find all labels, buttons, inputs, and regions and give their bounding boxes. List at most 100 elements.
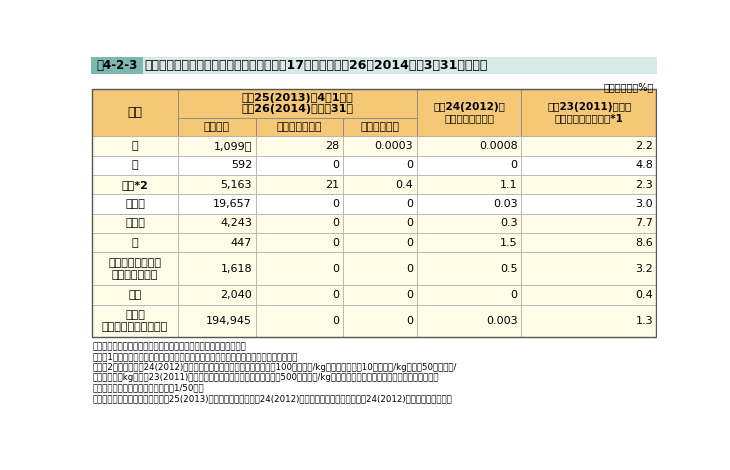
Bar <box>91 57 143 74</box>
Bar <box>143 57 657 74</box>
Bar <box>521 252 657 285</box>
Bar <box>92 89 178 136</box>
Bar <box>343 136 417 156</box>
Text: 2.2: 2.2 <box>635 141 653 151</box>
Text: 基準値超過点数: 基準値超過点数 <box>277 122 323 132</box>
Text: 2,040: 2,040 <box>220 290 252 300</box>
Text: 1.1: 1.1 <box>500 180 518 190</box>
Bar <box>256 136 343 156</box>
Bar <box>521 305 657 337</box>
Text: 28: 28 <box>326 141 339 151</box>
Bar <box>92 214 178 233</box>
Text: 0: 0 <box>333 160 339 171</box>
Text: 1.3: 1.3 <box>636 316 653 326</box>
Text: 豆類*2: 豆類*2 <box>121 180 148 190</box>
Bar <box>521 156 657 175</box>
Bar <box>92 136 178 156</box>
Bar <box>417 136 521 156</box>
Text: 1.5: 1.5 <box>500 238 518 248</box>
Text: 0.4: 0.4 <box>635 290 653 300</box>
Text: ＊２　豆類のうち、平成25(2013)年度に検査された平成24(2012)年産の大豆については、平成24(2012)年度の結果に計上。: ＊２ 豆類のうち、平成25(2013)年度に検査された平成24(2012)年産の… <box>93 394 453 403</box>
Text: 茶: 茶 <box>131 238 138 248</box>
Bar <box>521 89 657 136</box>
Bar <box>178 252 256 285</box>
Text: 0: 0 <box>406 290 413 300</box>
Text: 品目: 品目 <box>128 106 142 119</box>
Text: 0.3: 0.3 <box>500 219 518 228</box>
Text: 5,163: 5,163 <box>220 180 252 190</box>
Bar <box>343 285 417 305</box>
Text: （単位：点、%）: （単位：点、%） <box>604 82 654 92</box>
Text: 果実類: 果実類 <box>125 219 145 228</box>
Text: 肉・卵
（野生鳥獣肉を除く）: 肉・卵 （野生鳥獣肉を除く） <box>102 310 168 332</box>
Text: 7.7: 7.7 <box>635 219 653 228</box>
Text: 0.4: 0.4 <box>395 180 413 190</box>
Text: 0: 0 <box>406 219 413 228</box>
Text: 0: 0 <box>406 160 413 171</box>
Bar <box>417 214 521 233</box>
Bar <box>92 195 178 214</box>
Bar <box>417 233 521 252</box>
Text: 1,099万: 1,099万 <box>214 141 252 151</box>
Bar <box>521 214 657 233</box>
Text: 注：1）基準値を超過した品目・地域については、出荷制限や自粛等が行われている。: 注：1）基準値を超過した品目・地域については、出荷制限や自粛等が行われている。 <box>93 352 298 361</box>
Bar <box>521 285 657 305</box>
Text: 麦: 麦 <box>131 160 138 171</box>
Bar <box>417 285 521 305</box>
Text: 4,243: 4,243 <box>220 219 252 228</box>
Bar <box>417 252 521 285</box>
Bar <box>256 156 343 175</box>
Text: 野菜類: 野菜類 <box>125 199 145 209</box>
Bar <box>417 175 521 195</box>
Bar <box>256 233 343 252</box>
Bar <box>256 305 343 337</box>
Bar <box>256 214 343 233</box>
Bar <box>256 285 343 305</box>
Text: 0: 0 <box>333 316 339 326</box>
Text: 平成23(2011)年度末
までの基準値超過率*1: 平成23(2011)年度末 までの基準値超過率*1 <box>547 102 631 124</box>
Text: 2）＊１　平成24(2012)年４月施行の基準値の超過率。一般食品100ベクレル/kg、茶（浸出液）10ベクレル/kg、原乳50ベクレル/: 2）＊１ 平成24(2012)年４月施行の基準値の超過率。一般食品100ベクレル… <box>93 363 457 372</box>
Text: 592: 592 <box>231 160 252 171</box>
Bar <box>178 156 256 175</box>
Text: 194,945: 194,945 <box>206 316 252 326</box>
Bar <box>256 118 343 136</box>
Bar <box>417 195 521 214</box>
Text: 4.8: 4.8 <box>635 160 653 171</box>
Text: 1,618: 1,618 <box>220 264 252 274</box>
Text: 0.003: 0.003 <box>486 316 518 326</box>
Text: 0.0008: 0.0008 <box>479 141 518 151</box>
Bar <box>521 136 657 156</box>
Bar <box>343 175 417 195</box>
Bar <box>343 305 417 337</box>
Bar <box>343 156 417 175</box>
Text: 2.3: 2.3 <box>635 180 653 190</box>
Bar <box>92 156 178 175</box>
Bar <box>256 252 343 285</box>
Text: 検査点数: 検査点数 <box>204 122 230 132</box>
Bar <box>92 233 178 252</box>
Text: 基準値超過率: 基準値超過率 <box>361 122 399 132</box>
Text: 0: 0 <box>510 160 518 171</box>
Text: 0.5: 0.5 <box>500 264 518 274</box>
Text: 平成24(2012)年
度の基準値超過率: 平成24(2012)年 度の基準値超過率 <box>433 102 505 124</box>
Text: 0.0003: 0.0003 <box>374 141 413 151</box>
Bar <box>417 305 521 337</box>
Bar <box>343 252 417 285</box>
Bar <box>178 305 256 337</box>
Text: 0.03: 0.03 <box>493 199 518 209</box>
Text: 3.2: 3.2 <box>635 264 653 274</box>
Bar <box>178 233 256 252</box>
Bar <box>178 195 256 214</box>
Text: 濃度は荒茶のおおむね1/50）。: 濃度は荒茶のおおむね1/50）。 <box>93 384 204 392</box>
Bar <box>178 285 256 305</box>
Bar <box>256 175 343 195</box>
Bar <box>343 214 417 233</box>
Bar <box>343 118 417 136</box>
Bar <box>178 175 256 195</box>
Text: 0: 0 <box>406 264 413 274</box>
Bar <box>417 156 521 175</box>
Bar <box>178 136 256 156</box>
Text: 0: 0 <box>333 290 339 300</box>
Text: 0: 0 <box>333 199 339 209</box>
Text: 3.0: 3.0 <box>636 199 653 209</box>
